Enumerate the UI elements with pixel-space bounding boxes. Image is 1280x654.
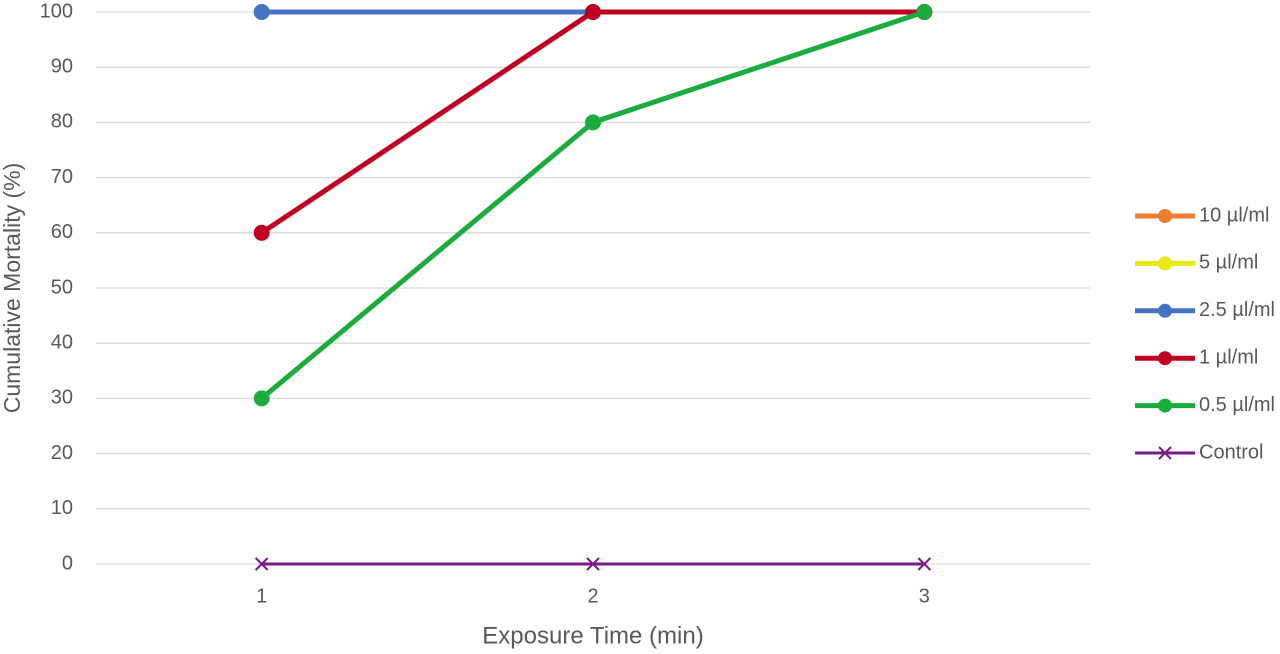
data-point bbox=[586, 557, 600, 571]
legend-label: Control bbox=[1199, 441, 1263, 463]
y-tick-label: 90 bbox=[51, 55, 73, 77]
y-tick-label: 30 bbox=[51, 387, 73, 409]
legend-label: 2.5 µl/ml bbox=[1199, 299, 1275, 321]
x-axis-title: Exposure Time (min) bbox=[482, 622, 703, 649]
data-point bbox=[916, 4, 933, 20]
x-tick-label: 2 bbox=[587, 585, 598, 607]
legend-marker bbox=[1158, 209, 1172, 223]
y-tick-label: 70 bbox=[51, 166, 73, 188]
legend-marker bbox=[1158, 398, 1172, 413]
legend-label: 1 µl/ml bbox=[1199, 346, 1258, 368]
y-axis-title: Cumulative Mortality (%) bbox=[0, 163, 25, 414]
series-line bbox=[260, 9, 926, 401]
data-point bbox=[253, 224, 270, 241]
data-point bbox=[585, 114, 601, 131]
y-tick-label: 100 bbox=[40, 0, 73, 22]
legend-label: 0.5 µl/ml bbox=[1199, 394, 1275, 416]
legend-label: 10 µl/ml bbox=[1199, 204, 1269, 226]
legend-marker bbox=[1158, 303, 1172, 318]
x-tick-label: 1 bbox=[256, 585, 267, 607]
x-tick-label: 3 bbox=[919, 585, 930, 607]
legend-marker bbox=[1158, 256, 1172, 271]
y-tick-label: 20 bbox=[51, 442, 73, 464]
y-tick-label: 80 bbox=[51, 111, 73, 133]
y-tick-label: 60 bbox=[51, 221, 73, 243]
legend-label: 5 µl/ml bbox=[1199, 252, 1258, 274]
data-point bbox=[253, 390, 270, 407]
data-point bbox=[253, 4, 270, 20]
legend-marker bbox=[1158, 351, 1172, 366]
y-tick-label: 40 bbox=[51, 331, 73, 353]
legend-marker bbox=[1158, 446, 1172, 460]
data-point bbox=[254, 557, 269, 571]
y-tick-label: 0 bbox=[62, 552, 73, 574]
data-point bbox=[585, 4, 601, 20]
y-tick-label: 10 bbox=[51, 497, 73, 519]
data-point bbox=[917, 557, 932, 571]
y-tick-label: 50 bbox=[51, 276, 73, 298]
